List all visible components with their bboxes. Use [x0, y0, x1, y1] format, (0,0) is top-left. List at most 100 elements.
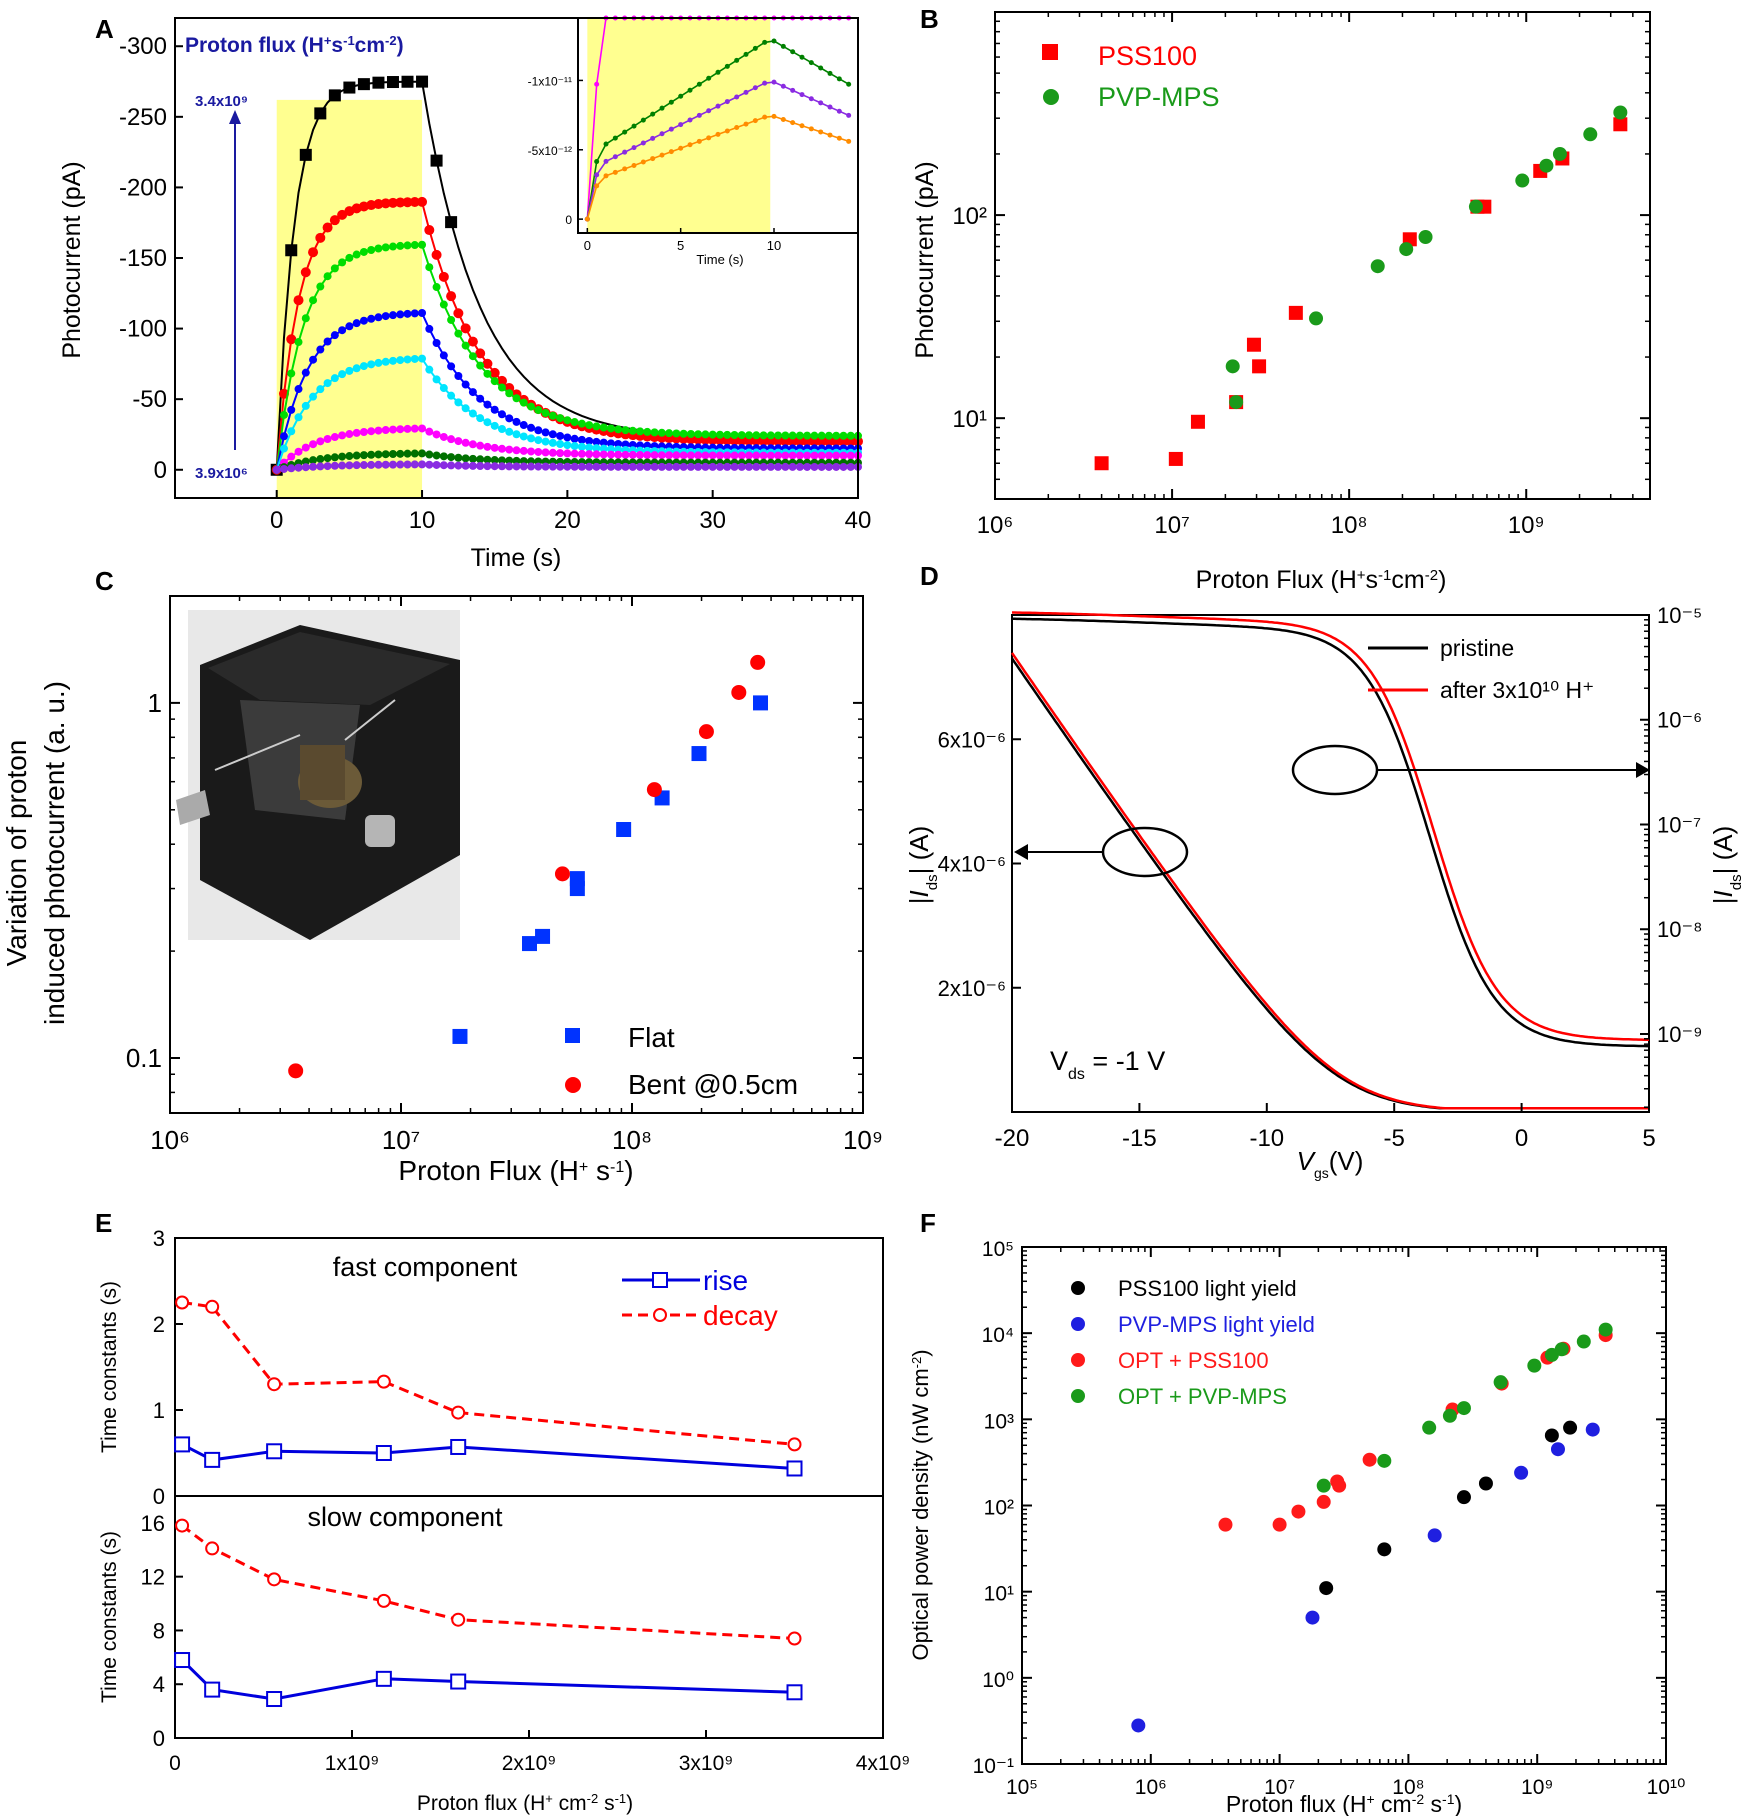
a-point: [431, 249, 442, 260]
f-legend-marker: [1071, 1281, 1085, 1295]
a-point: [424, 225, 435, 236]
data-point-circle: [1527, 1358, 1542, 1373]
data-point-circle: [1493, 1375, 1508, 1390]
a-inset-point: [827, 132, 833, 138]
a-point: [657, 428, 666, 437]
a-point: [338, 461, 347, 470]
a-inset-point: [734, 94, 740, 100]
a-point: [657, 451, 666, 460]
a-inset-point: [790, 120, 796, 126]
data-point-square: [1168, 451, 1183, 466]
a-point: [534, 426, 543, 435]
a-inset-point: [715, 131, 721, 137]
a-inset-point: [771, 79, 777, 85]
a-point: [759, 462, 768, 471]
a-point: [316, 385, 325, 394]
a-point: [418, 354, 427, 363]
a-point: [352, 451, 361, 460]
d-legend-after: after 3x10¹⁰ H⁺: [1440, 677, 1594, 703]
a-point: [345, 430, 354, 439]
a-point: [359, 428, 368, 437]
a-point: [432, 375, 441, 384]
d-x-tick-label: -15: [1122, 1125, 1157, 1152]
a-point: [439, 351, 448, 360]
a-point: [388, 425, 397, 434]
e-point-rise: [450, 1673, 467, 1690]
a-point: [577, 442, 586, 451]
a-point: [519, 398, 528, 407]
a-point: [570, 449, 579, 458]
a-point: [309, 440, 318, 449]
a-point: [447, 453, 456, 462]
c-x-label: Proton Flux (H+ s-1): [398, 1155, 633, 1186]
a-point: [476, 414, 485, 423]
a-point: [386, 76, 399, 89]
a-x-label: Time (s): [471, 544, 562, 572]
a-inset-point: [743, 51, 749, 57]
y-tick-label: 10¹: [984, 1583, 1014, 1606]
a-point: [279, 444, 288, 453]
a-point: [585, 443, 594, 452]
a-point: [300, 267, 311, 278]
d-x-tick-label: -10: [1249, 1125, 1284, 1152]
a-point: [694, 430, 703, 439]
a-point: [345, 253, 354, 262]
a-inset-point: [622, 166, 628, 172]
data-point-circle: [1478, 1476, 1493, 1491]
a-point: [380, 198, 391, 209]
a-point: [496, 375, 507, 386]
a-inset-point: [827, 104, 833, 110]
d-curve-linear: [1010, 657, 1649, 1110]
a-point: [454, 372, 463, 381]
a-point: [338, 326, 347, 335]
e-point-decay: [267, 1572, 282, 1587]
data-point-square: [1190, 414, 1205, 429]
d-curve-log: [1012, 611, 1650, 1042]
a-point: [795, 451, 804, 460]
a-point: [352, 461, 361, 470]
a-point: [650, 462, 659, 471]
a-point: [367, 460, 376, 469]
a-point: [527, 462, 536, 471]
a-point: [301, 314, 310, 323]
a-point: [367, 360, 376, 369]
a-point: [548, 438, 557, 447]
a-point: [374, 460, 383, 469]
a-point: [766, 431, 775, 440]
a-point: [745, 431, 754, 440]
data-point-circle: [1332, 1478, 1347, 1493]
a-point: [781, 462, 790, 471]
a-point: [432, 338, 441, 347]
data-point-circle: [1427, 1528, 1442, 1543]
d-x-tick-label: -20: [995, 1125, 1030, 1152]
d-y-tick-label-left: 2x10⁻⁶: [938, 976, 1006, 1001]
a-point: [599, 444, 608, 453]
a-point: [570, 418, 579, 427]
x-tick-label: 10⁹: [1521, 1776, 1553, 1799]
a-point: [476, 441, 485, 450]
a-inset-point: [659, 152, 665, 158]
a-point: [657, 462, 666, 471]
a-point: [708, 451, 717, 460]
a-point: [425, 460, 434, 469]
a-point: [548, 430, 557, 439]
a-point: [439, 300, 448, 309]
a-point: [490, 443, 499, 452]
a-point: [636, 451, 645, 460]
a-y-tick-label: -250: [119, 104, 167, 131]
y-tick-label: 10⁴: [982, 1324, 1014, 1347]
b-legend-pss100: PSS100: [1098, 41, 1197, 71]
a-point: [476, 462, 485, 471]
a-point: [489, 367, 500, 378]
a-point: [468, 454, 477, 463]
a-point: [715, 430, 724, 439]
a-point: [766, 451, 775, 460]
a-inset-point: [640, 140, 646, 146]
a-point: [381, 243, 390, 252]
a-inset-x-tick-label: 5: [677, 238, 684, 253]
a-point: [570, 434, 579, 443]
a-point: [672, 462, 681, 471]
a-inset-y-tick-label: -5x10⁻¹²: [528, 144, 572, 158]
a-point: [665, 429, 674, 438]
x-tick-label: 10⁷: [1154, 512, 1189, 539]
